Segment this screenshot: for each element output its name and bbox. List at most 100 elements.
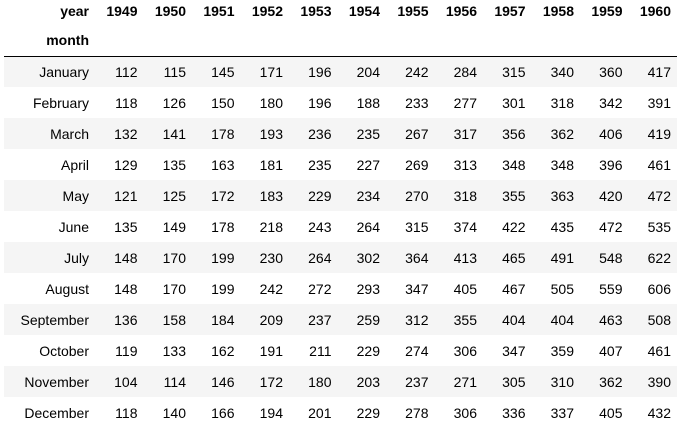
year-column-header: 1958 (542, 3, 574, 19)
table-cell: 259 (356, 311, 380, 328)
table-cell: 229 (308, 187, 332, 204)
table-row: May 121 125 172 183 229 234 270 318 355 363 420 472 (4, 180, 677, 211)
table-cell: 622 (647, 249, 671, 266)
table-row: August 148 170 199 242 272 293 347 405 467 505 559 6… (4, 273, 677, 304)
table-cell: 133 (162, 342, 186, 359)
table-cell: 317 (453, 125, 477, 142)
table-cell: 363 (550, 187, 574, 204)
table-cell: 243 (308, 218, 332, 235)
table-cell: 199 (211, 280, 235, 297)
table-cell: 465 (502, 249, 526, 266)
table-cell: 356 (502, 125, 526, 142)
row-month-label: November (24, 373, 89, 390)
year-column-header: 1960 (639, 3, 671, 19)
table-cell: 342 (599, 94, 623, 111)
table-cell: 264 (308, 249, 332, 266)
table-cell: 196 (289, 55, 338, 87)
year-column-header: 1956 (445, 3, 477, 19)
table-row: July 148 170 199 230 264 302 364 413 465 491 548 622 (4, 242, 677, 273)
table-cell: 196 (308, 94, 332, 111)
table-cell: 508 (647, 311, 671, 328)
table-cell: 606 (647, 280, 671, 297)
table-cell: 404 (550, 311, 574, 328)
table-cell: 271 (453, 373, 477, 390)
year-column-header: 1955 (397, 3, 429, 19)
table-cell: 348 (550, 156, 574, 173)
table-cell: 340 (531, 55, 580, 87)
column-header-row: year 1949 1950 1951 1952 1953 1954 1955 1956 195… (4, 0, 677, 25)
table-cell: 148 (114, 280, 138, 297)
table-cell: 199 (211, 249, 235, 266)
table-cell: 209 (259, 311, 283, 328)
table-cell: 374 (453, 218, 477, 235)
columns-name-label: year (60, 3, 89, 19)
table-cell: 112 (95, 55, 144, 87)
table-cell: 181 (259, 156, 283, 173)
table-cell: 118 (115, 404, 138, 421)
row-month-label: January (4, 55, 95, 87)
table-cell: 121 (114, 187, 138, 204)
table-cell: 264 (356, 218, 380, 235)
table-cell: 277 (453, 94, 477, 111)
table-cell: 293 (356, 280, 380, 297)
table-cell: 227 (356, 156, 380, 173)
table-cell: 188 (356, 94, 380, 111)
table-cell: 318 (550, 94, 574, 111)
table-cell: 461 (647, 156, 671, 173)
table-cell: 104 (114, 373, 138, 390)
table-cell: 180 (259, 94, 283, 111)
table-cell: 162 (211, 342, 235, 359)
table-cell: 284 (434, 55, 483, 87)
table-cell: 229 (356, 404, 380, 421)
table-cell: 461 (647, 342, 671, 359)
table-cell: 183 (259, 187, 283, 204)
row-month-label: March (50, 125, 89, 142)
table-cell: 230 (259, 249, 283, 266)
row-month-label: October (39, 342, 89, 359)
year-column-header: 1953 (300, 3, 332, 19)
table-cell: 355 (453, 311, 477, 328)
table-cell: 491 (550, 249, 574, 266)
table-cell: 191 (259, 342, 283, 359)
table-cell: 272 (308, 280, 332, 297)
table-cell: 235 (356, 125, 380, 142)
index-name-label: month (46, 32, 89, 49)
table-cell: 359 (550, 342, 574, 359)
table-cell: 301 (502, 94, 526, 111)
table-cell: 347 (502, 342, 526, 359)
table-cell: 463 (599, 311, 623, 328)
table-cell: 422 (502, 218, 526, 235)
table-cell: 235 (308, 156, 332, 173)
table-cell: 119 (115, 342, 138, 359)
row-month-label: August (45, 280, 89, 297)
table-row: December 118 140 166 194 201 229 278 306 336 337 40… (4, 397, 677, 428)
table-cell: 315 (483, 55, 532, 87)
table-cell: 362 (550, 125, 574, 142)
table-cell: 149 (162, 218, 186, 235)
year-column-header: 1952 (251, 3, 283, 19)
table-cell: 305 (502, 373, 526, 390)
table-cell: 218 (259, 218, 283, 235)
table-cell: 406 (599, 125, 623, 142)
table-cell: 396 (599, 156, 623, 173)
table-cell: 194 (259, 404, 283, 421)
table-cell: 242 (259, 280, 283, 297)
table-row: June 135 149 178 218 243 264 315 374 422 435 472 535 (4, 211, 677, 242)
table-cell: 201 (308, 404, 332, 421)
table-cell: 417 (628, 55, 677, 87)
table-cell: 211 (309, 342, 332, 359)
table-cell: 135 (162, 156, 186, 173)
table-cell: 278 (405, 404, 429, 421)
table-cell: 178 (211, 125, 235, 142)
table-cell: 172 (211, 187, 235, 204)
table-row: March 132 141 178 193 236 235 267 317 356 362 406 41… (4, 118, 677, 149)
table-cell: 405 (453, 280, 477, 297)
table-cell: 236 (308, 125, 332, 142)
table-cell: 312 (405, 311, 429, 328)
table-cell: 318 (453, 187, 477, 204)
row-month-label: May (62, 187, 89, 204)
table-cell: 129 (114, 156, 138, 173)
table-cell: 184 (211, 311, 235, 328)
table-cell: 237 (308, 311, 332, 328)
table-cell: 146 (211, 373, 235, 390)
